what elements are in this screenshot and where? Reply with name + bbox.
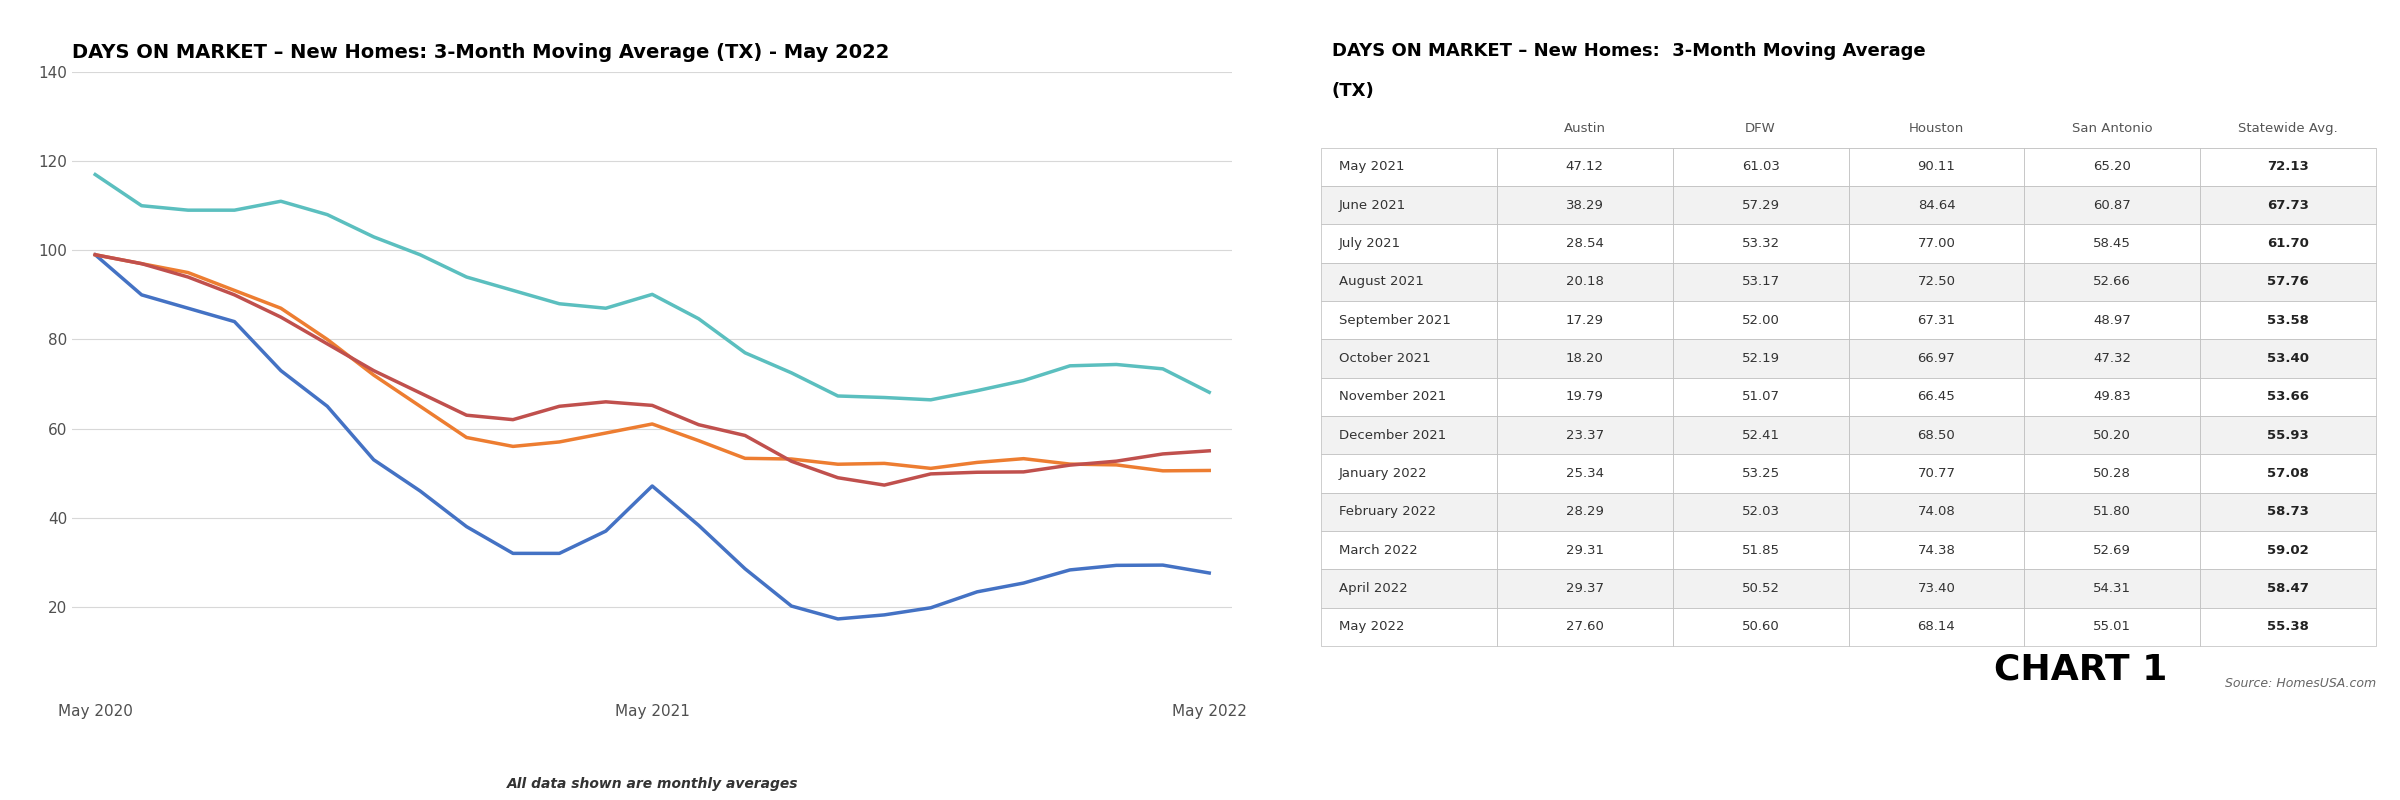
Text: CHART 1: CHART 1 bbox=[1994, 652, 2167, 686]
Text: (TX): (TX) bbox=[1332, 82, 1375, 100]
Text: All data shown are monthly averages: All data shown are monthly averages bbox=[506, 777, 797, 791]
Text: DAYS ON MARKET – New Homes: 3-Month Moving Average (TX) - May 2022: DAYS ON MARKET – New Homes: 3-Month Movi… bbox=[72, 43, 890, 62]
Text: DAYS ON MARKET – New Homes:  3-Month Moving Average: DAYS ON MARKET – New Homes: 3-Month Movi… bbox=[1332, 42, 1925, 59]
Text: Source: HomesUSA.com: Source: HomesUSA.com bbox=[2225, 677, 2376, 690]
